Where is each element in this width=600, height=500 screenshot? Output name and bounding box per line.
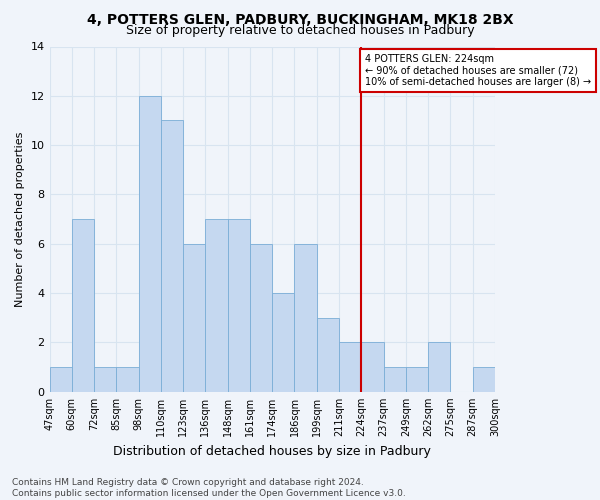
Bar <box>50 367 72 392</box>
Bar <box>317 318 339 392</box>
Text: Size of property relative to detached houses in Padbury: Size of property relative to detached ho… <box>125 24 475 37</box>
Bar <box>473 367 495 392</box>
Bar <box>383 367 406 392</box>
Bar <box>272 293 295 392</box>
Bar <box>72 219 94 392</box>
Text: Contains HM Land Registry data © Crown copyright and database right 2024.
Contai: Contains HM Land Registry data © Crown c… <box>12 478 406 498</box>
Bar <box>183 244 205 392</box>
Bar <box>250 244 272 392</box>
X-axis label: Distribution of detached houses by size in Padbury: Distribution of detached houses by size … <box>113 444 431 458</box>
Text: 4, POTTERS GLEN, PADBURY, BUCKINGHAM, MK18 2BX: 4, POTTERS GLEN, PADBURY, BUCKINGHAM, MK… <box>86 12 514 26</box>
Bar <box>205 219 227 392</box>
Bar <box>94 367 116 392</box>
Bar <box>161 120 183 392</box>
Bar <box>295 244 317 392</box>
Bar <box>227 219 250 392</box>
Bar <box>428 342 451 392</box>
Bar <box>139 96 161 392</box>
Text: 4 POTTERS GLEN: 224sqm
← 90% of detached houses are smaller (72)
10% of semi-det: 4 POTTERS GLEN: 224sqm ← 90% of detached… <box>365 54 591 87</box>
Bar <box>361 342 383 392</box>
Bar <box>339 342 361 392</box>
Bar <box>406 367 428 392</box>
Y-axis label: Number of detached properties: Number of detached properties <box>15 132 25 307</box>
Bar <box>116 367 139 392</box>
